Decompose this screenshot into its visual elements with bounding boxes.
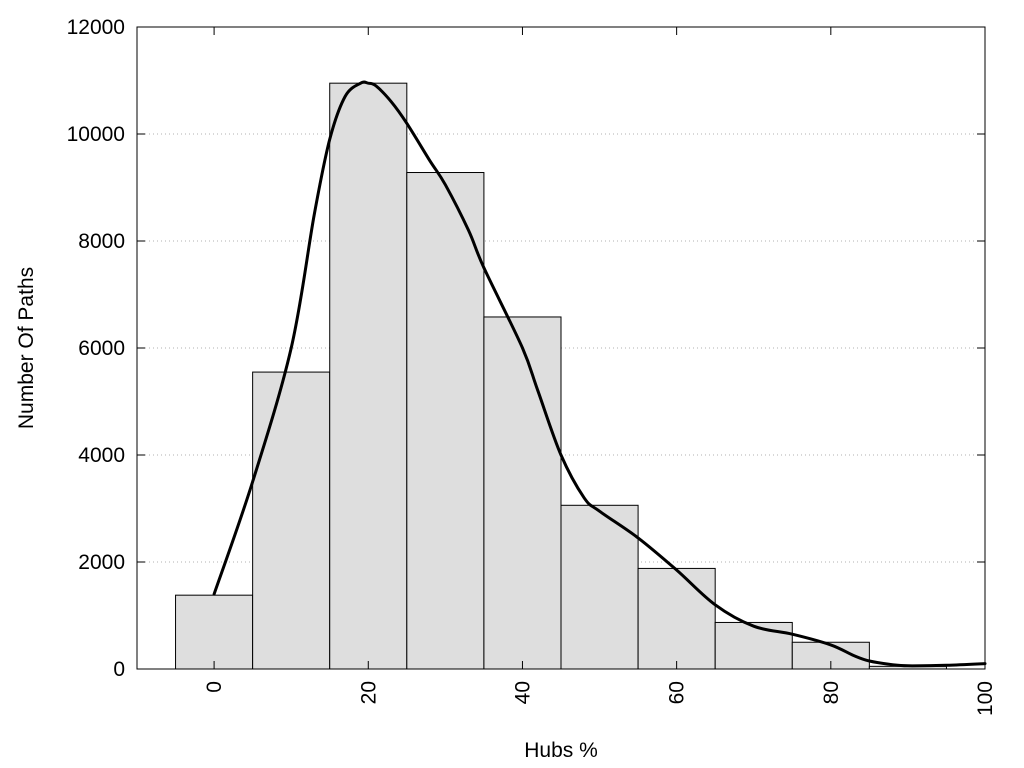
histogram-bar (637, 567, 716, 670)
y-tick-label: 12000 (67, 16, 125, 39)
histogram-bar (329, 82, 408, 670)
histogram-bars (175, 82, 947, 670)
x-tick-label: 20 (357, 681, 380, 704)
histogram-bar (175, 594, 254, 670)
x-tick-label: 40 (511, 681, 534, 704)
histogram-bar (406, 172, 485, 670)
histogram-bar (714, 621, 793, 670)
density-curve (212, 80, 987, 668)
y-axis-title: Number Of Paths (15, 267, 38, 429)
x-tick-label: 80 (820, 681, 843, 704)
y-tick-label: 2000 (78, 551, 125, 574)
y-tick-label: 6000 (78, 337, 125, 360)
x-tick-label: 100 (974, 681, 997, 716)
y-tick-label: 8000 (78, 230, 125, 253)
histogram-bar (483, 316, 562, 670)
histogram-bar (252, 371, 331, 670)
y-axis: 0 2000 4000 6000 8000 10000 12000 (67, 16, 985, 681)
y-tick-label: 0 (113, 658, 125, 681)
x-tick-label: 0 (203, 681, 226, 693)
x-axis: 0 20 40 60 80 100 (203, 27, 997, 716)
x-tick-label: 60 (666, 681, 689, 704)
y-tick-label: 4000 (78, 444, 125, 467)
x-axis-title: Hubs % (524, 739, 598, 762)
y-tick-label: 10000 (67, 123, 125, 146)
